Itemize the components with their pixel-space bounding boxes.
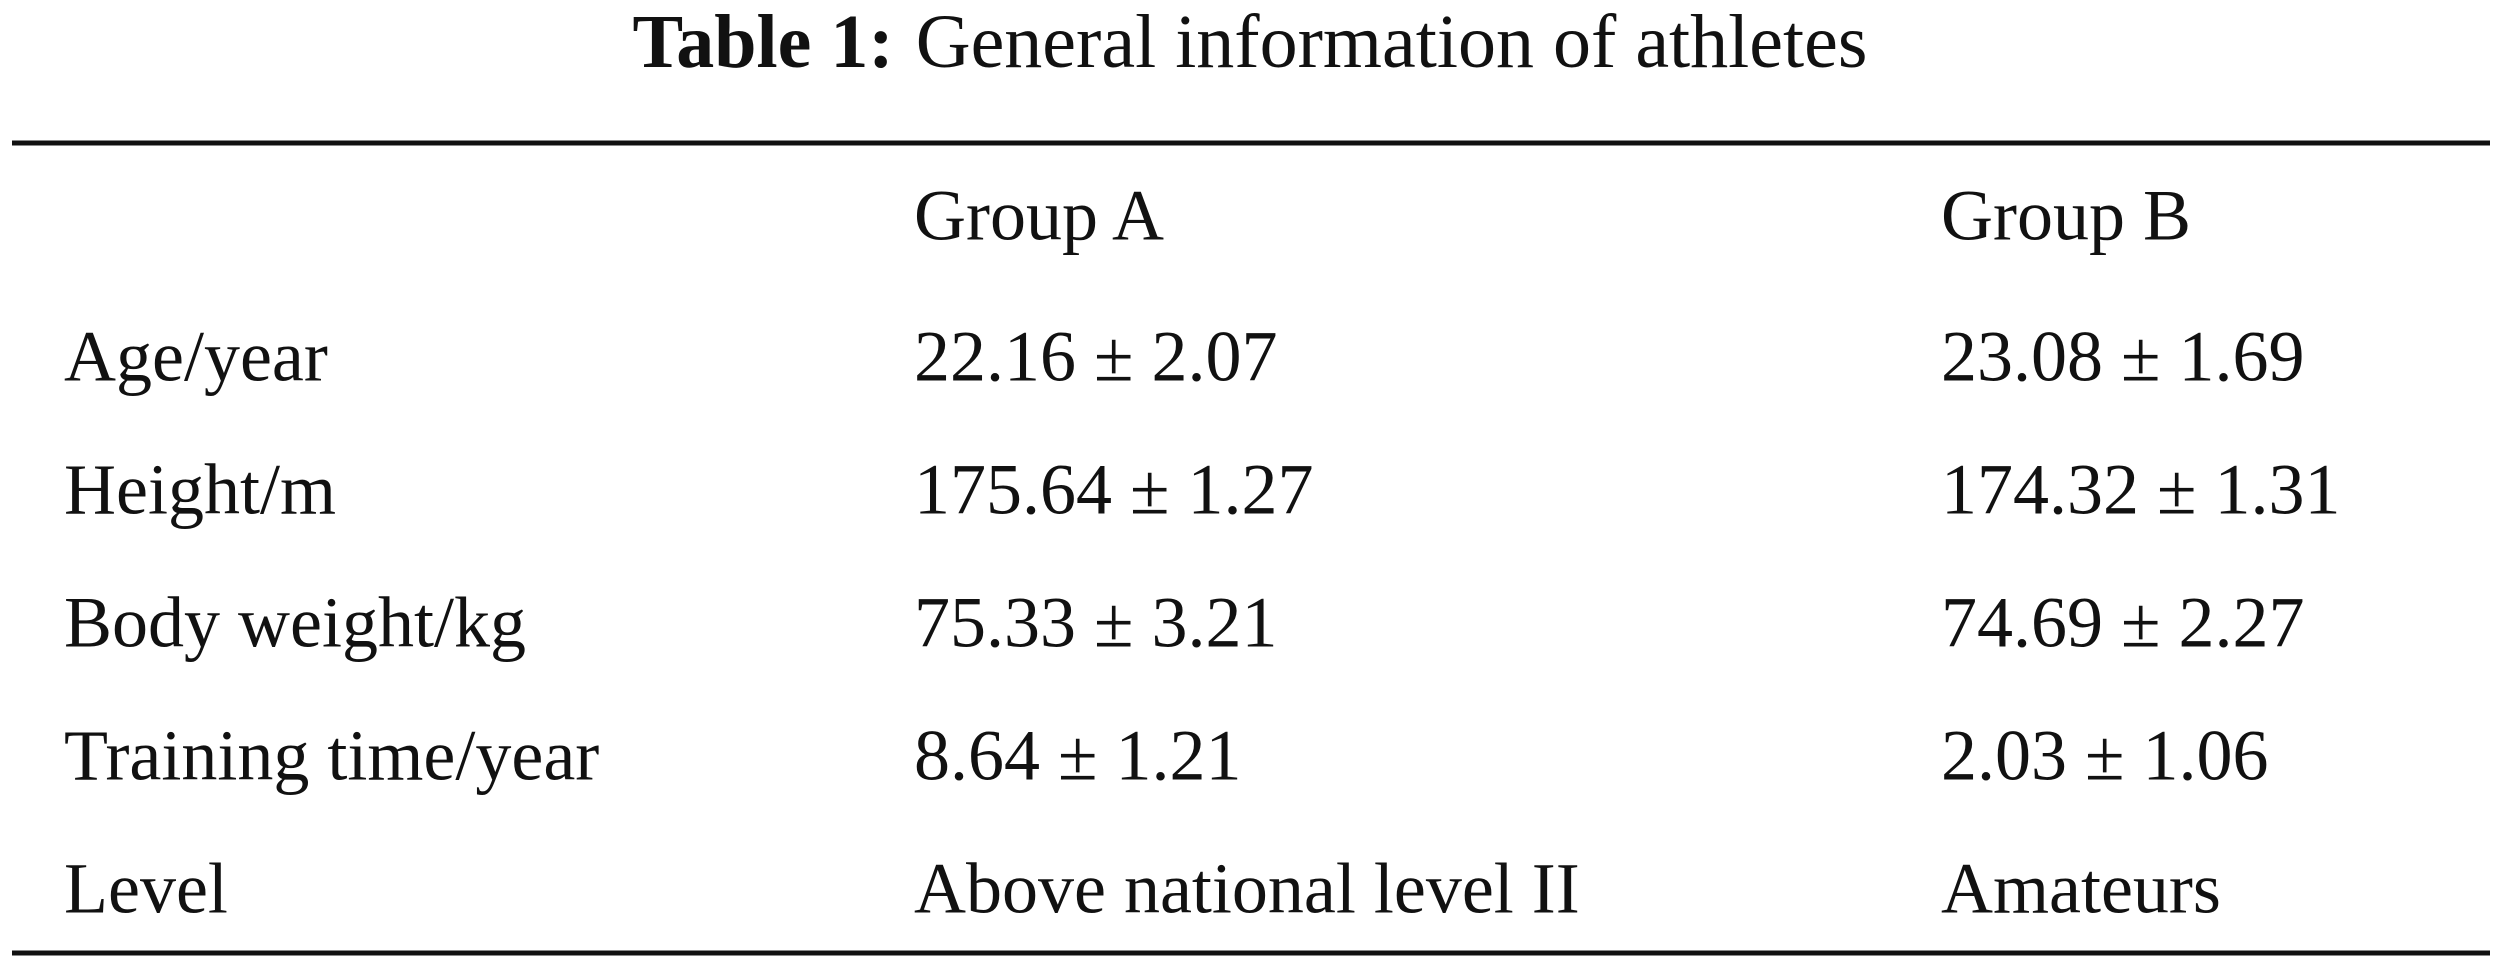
- table-cell: 75.33 ± 3.21: [914, 583, 1278, 663]
- row-label: Age/year: [64, 317, 328, 397]
- row-label: Height/m: [64, 450, 336, 530]
- table-cell: Amateurs: [1941, 849, 2221, 929]
- row-label: Training time/year: [64, 716, 599, 796]
- column-header: Group B: [1941, 176, 2191, 256]
- table-cell: 174.32 ± 1.31: [1941, 450, 2341, 530]
- table-cell: 74.69 ± 2.27: [1941, 583, 2305, 663]
- caption-label: Table 1:: [633, 0, 894, 84]
- column-header: Group A: [914, 176, 1164, 256]
- table-cell: 23.08 ± 1.69: [1941, 317, 2305, 397]
- table-caption: Table 1: General information of athletes: [633, 0, 1868, 84]
- table-cell: 8.64 ± 1.21: [914, 716, 1242, 796]
- row-label: Body weight/kg: [64, 583, 526, 663]
- table-cell: Above national level II: [914, 849, 1580, 929]
- table-cell: 22.16 ± 2.07: [914, 317, 1278, 397]
- row-label: Level: [64, 849, 228, 929]
- table-cell: 2.03 ± 1.06: [1941, 716, 2269, 796]
- table-cell: 175.64 ± 1.27: [914, 450, 1314, 530]
- caption-text: General information of athletes: [916, 0, 1868, 84]
